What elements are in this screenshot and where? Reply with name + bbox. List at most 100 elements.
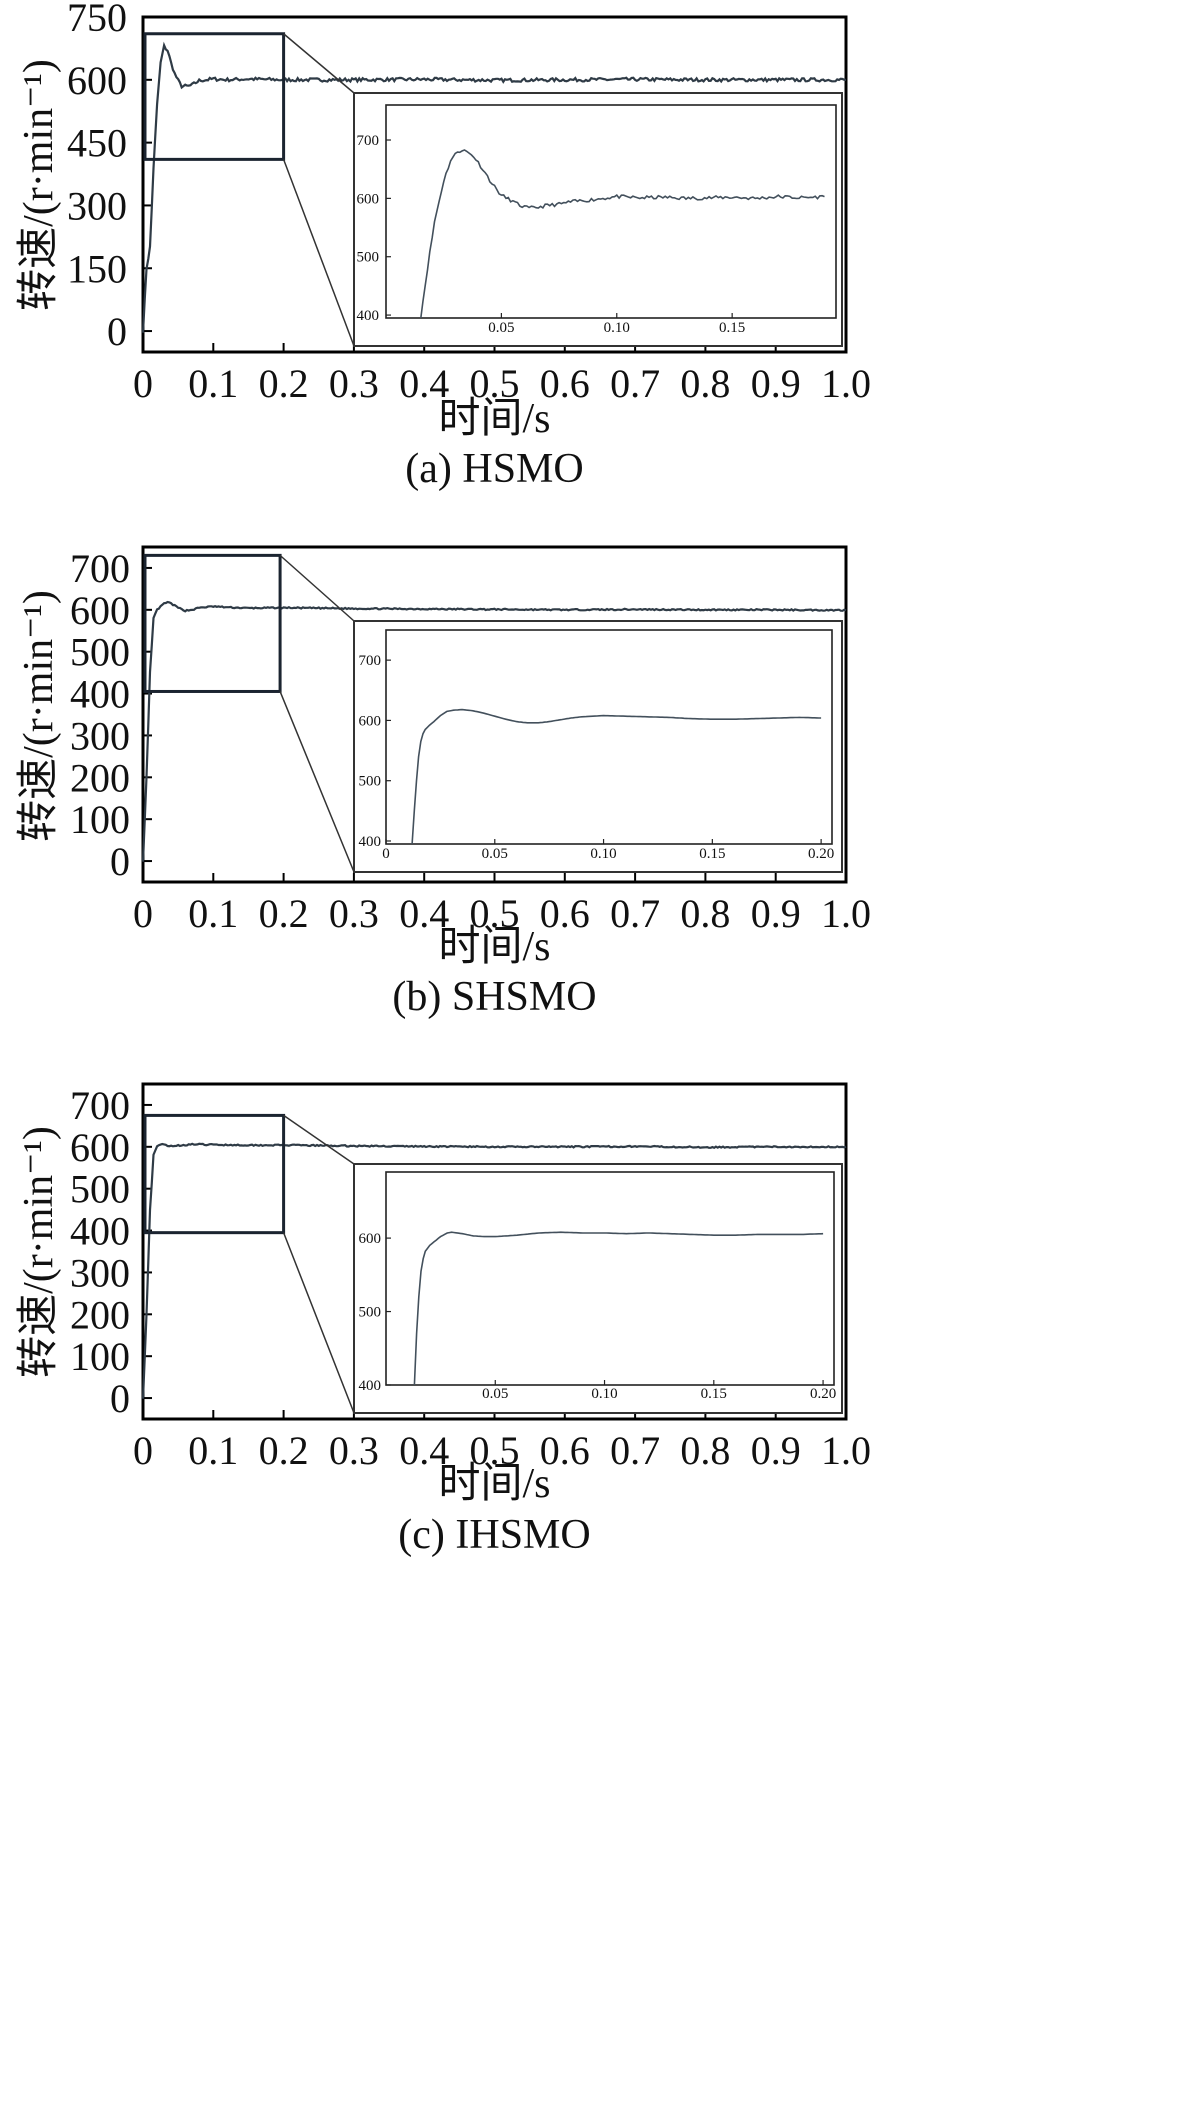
y-tick-label: 300 — [67, 183, 127, 228]
panel-caption: (c) IHSMO — [398, 1512, 590, 1558]
x-tick-label: 0.8 — [680, 891, 730, 936]
y-tick-label: 200 — [70, 755, 130, 800]
x-tick-label: 0.6 — [540, 1428, 590, 1473]
y-tick-label: 600 — [70, 1125, 130, 1170]
x-tick-label: 0.1 — [188, 361, 238, 406]
y-tick-label: 750 — [67, 0, 127, 40]
x-tick-label: 0.4 — [399, 891, 449, 936]
y-tick-label: 100 — [70, 797, 130, 842]
speed-series-line — [141, 600, 847, 862]
inset-x-tick-label: 0 — [382, 846, 390, 862]
x-tick-label: 0.7 — [610, 891, 660, 936]
chart-panel: 0 0.1 0.2 0.3 0.4 0.5 0.6 0.7 0.8 0.9 1.0010020030… — [16, 1082, 871, 1558]
x-tick-label: 0.3 — [329, 891, 379, 936]
x-tick-label: 0.5 — [470, 361, 520, 406]
x-tick-label: 0.2 — [259, 1428, 309, 1473]
zoom-connector-line — [279, 554, 355, 622]
y-tick-label: 450 — [67, 121, 127, 166]
inset-x-tick-label: 0.05 — [482, 846, 508, 862]
inset-plot-frame — [385, 629, 833, 845]
x-tick-label: 1.0 — [821, 1428, 871, 1473]
zoom-connector-line — [282, 159, 355, 347]
inset-x-tick-label: 0.20 — [808, 846, 834, 862]
panel-caption: (b) SHSMO — [392, 974, 596, 1020]
x-tick-label: 0 — [133, 361, 153, 406]
y-tick-label: 0 — [110, 1376, 130, 1421]
zoom-region-box — [143, 1113, 286, 1235]
x-axis-label: 时间/s — [438, 396, 550, 442]
inset-y-tick-label: 500 — [357, 250, 380, 266]
x-tick-label: 0.6 — [540, 891, 590, 936]
inset-speed-series-line — [420, 149, 825, 318]
x-tick-label: 0.8 — [680, 361, 730, 406]
inset-x-tick-label: 0.10 — [604, 320, 630, 336]
y-axis-label: 转速/(r·min⁻¹) — [16, 59, 62, 311]
x-tick-label: 0.4 — [399, 1428, 449, 1473]
x-tick-label: 0.7 — [610, 361, 660, 406]
x-axis-label: 时间/s — [438, 924, 550, 970]
zoom-connector-line — [283, 1114, 355, 1165]
chart-panel: 0 0.1 0.2 0.3 0.4 0.5 0.6 0.7 0.8 0.9 1.0010020030… — [16, 545, 871, 1020]
y-tick-label: 700 — [70, 1083, 130, 1128]
speed-series-line — [141, 41, 846, 333]
x-tick-label: 0.3 — [329, 1428, 379, 1473]
x-tick-label: 0.9 — [751, 1428, 801, 1473]
x-tick-label: 0.1 — [188, 891, 238, 936]
y-tick-label: 150 — [67, 246, 127, 291]
y-tick-label: 0 — [110, 839, 130, 884]
x-tick-label: 0.2 — [259, 891, 309, 936]
inset-frame — [353, 1163, 843, 1414]
y-tick-label: 300 — [70, 713, 130, 758]
x-tick-label: 1.0 — [821, 891, 871, 936]
inset-y-tick-label: 400 — [359, 1378, 382, 1394]
inset-speed-series-line — [411, 708, 822, 844]
zoom-region-box — [143, 553, 282, 693]
inset-speed-series-line — [413, 1231, 824, 1385]
inset-x-tick-label: 0.05 — [482, 1386, 508, 1402]
inset-y-tick-label: 600 — [359, 713, 382, 729]
x-tick-label: 1.0 — [821, 361, 871, 406]
x-tick-label: 0.4 — [399, 361, 449, 406]
speed-series-line — [141, 1142, 847, 1399]
y-tick-label: 400 — [70, 1209, 130, 1254]
y-tick-label: 500 — [70, 1167, 130, 1212]
inset-x-tick-label: 0.20 — [810, 1386, 836, 1402]
x-tick-label: 0.9 — [751, 361, 801, 406]
chart-panel: 0 0.1 0.2 0.3 0.4 0.5 0.6 0.7 0.8 0.9 1.0 0 150 300 45… — [16, 0, 871, 492]
x-tick-label: 0.1 — [188, 1428, 238, 1473]
x-tick-label: 0 — [133, 1428, 153, 1473]
x-axis-label: 时间/s — [438, 1461, 550, 1507]
inset-plot-frame — [385, 1171, 835, 1386]
x-tick-label: 0.7 — [610, 1428, 660, 1473]
inset-y-tick-label: 400 — [357, 308, 380, 324]
y-tick-label: 600 — [70, 588, 130, 633]
inset-y-tick-label: 700 — [359, 653, 382, 669]
zoom-region-box — [143, 32, 286, 161]
inset-plot-frame — [385, 104, 837, 319]
y-tick-label: 200 — [70, 1292, 130, 1337]
y-tick-label: 300 — [70, 1250, 130, 1295]
inset-x-tick-label: 0.15 — [701, 1386, 727, 1402]
zoom-connector-line — [282, 1232, 355, 1414]
inset-y-tick-label: 700 — [357, 133, 380, 149]
inset-x-tick-label: 0.10 — [590, 846, 616, 862]
zoom-connector-line — [279, 691, 355, 873]
inset-frame — [353, 620, 843, 873]
y-tick-label: 0 — [107, 309, 127, 354]
inset-y-tick-label: 500 — [359, 1305, 382, 1321]
x-tick-label: 0.3 — [329, 361, 379, 406]
inset-y-tick-label: 600 — [359, 1231, 382, 1247]
x-tick-label: 0.5 — [470, 1428, 520, 1473]
inset-y-tick-label: 600 — [357, 191, 380, 207]
zoom-connector-line — [283, 33, 355, 94]
inset-x-tick-label: 0.05 — [488, 320, 514, 336]
inset-y-tick-label: 500 — [359, 774, 382, 790]
x-tick-label: 0.5 — [470, 891, 520, 936]
panel-caption: (a) HSMO — [405, 446, 583, 492]
y-axis-label: 转速/(r·min⁻¹) — [16, 1126, 62, 1378]
y-tick-label: 500 — [70, 630, 130, 675]
y-tick-label: 700 — [70, 546, 130, 591]
inset-y-tick-label: 400 — [359, 834, 382, 850]
inset-x-tick-label: 0.15 — [719, 320, 745, 336]
